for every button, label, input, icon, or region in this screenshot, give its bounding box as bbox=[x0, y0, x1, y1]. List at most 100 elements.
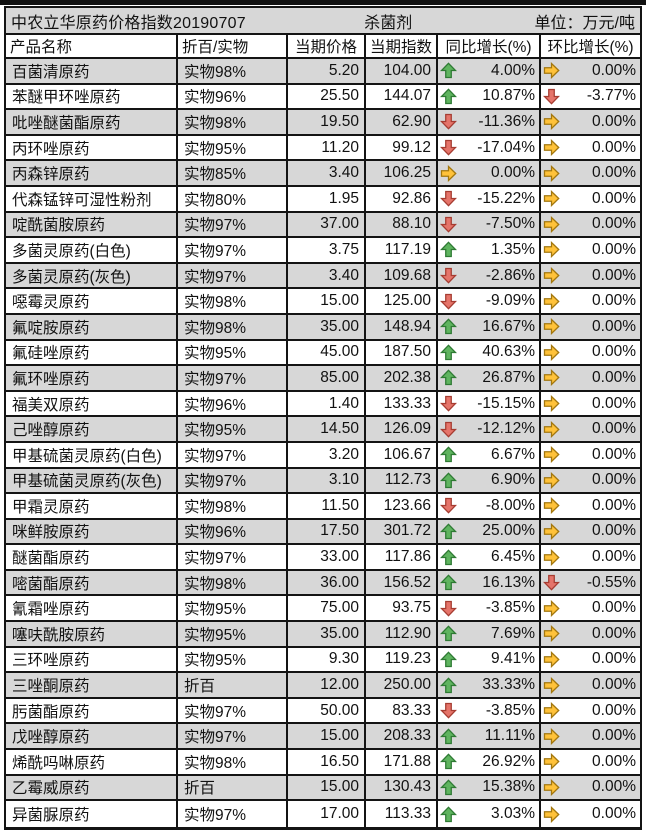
trend-down-icon bbox=[440, 113, 457, 131]
mom-value: 0.00% bbox=[592, 471, 636, 489]
product-name-cell: 氟啶胺原药 bbox=[6, 314, 178, 339]
yoy-cell: -17.04% bbox=[438, 135, 541, 160]
mom-cell: 0.00% bbox=[541, 443, 640, 467]
price-cell: 33.00 bbox=[288, 545, 366, 569]
yoy-cell: -15.22% bbox=[438, 186, 541, 211]
spec-cell: 实物97% bbox=[178, 238, 288, 262]
index-cell: 92.86 bbox=[366, 186, 438, 211]
trend-flat-icon bbox=[543, 522, 560, 540]
yoy-value: 6.67% bbox=[491, 445, 535, 463]
trend-down-icon bbox=[440, 600, 457, 617]
index-cell: 88.10 bbox=[366, 212, 438, 237]
yoy-value: 16.67% bbox=[482, 317, 535, 335]
table-row: 异菌脲原药 实物97% 17.00 113.33 3.03% 0.00% bbox=[6, 801, 640, 827]
trend-flat-icon bbox=[543, 318, 560, 336]
spec-cell: 实物97% bbox=[178, 698, 288, 723]
table-row: 氟环唑原药 实物97% 85.00 202.38 26.87% 0.00% bbox=[6, 366, 640, 392]
mom-value: 0.00% bbox=[592, 445, 636, 463]
yoy-cell: 9.41% bbox=[438, 647, 541, 672]
product-name-cell: 氰霜唑原药 bbox=[6, 596, 178, 621]
price-cell: 9.30 bbox=[288, 647, 366, 672]
yoy-value: -11.36% bbox=[478, 112, 535, 130]
table-row: 氟啶胺原药 实物98% 35.00 148.94 16.67% 0.00% bbox=[6, 314, 640, 341]
trend-down-icon bbox=[440, 139, 457, 156]
trend-flat-icon bbox=[543, 215, 560, 233]
price-cell: 15.00 bbox=[288, 775, 366, 800]
yoy-cell: 10.87% bbox=[438, 84, 541, 109]
spec-cell: 实物96% bbox=[178, 391, 288, 416]
mom-cell: -0.55% bbox=[541, 571, 640, 595]
yoy-cell: 26.92% bbox=[438, 750, 541, 774]
mom-value: 0.00% bbox=[592, 650, 636, 668]
spec-cell: 实物98% bbox=[178, 110, 288, 134]
price-cell: 75.00 bbox=[288, 596, 366, 621]
price-cell: 17.50 bbox=[288, 519, 366, 544]
product-name-cell: 乙霉威原药 bbox=[6, 775, 178, 800]
price-cell: 15.00 bbox=[288, 289, 366, 313]
mom-value: 0.00% bbox=[592, 61, 636, 79]
price-cell: 19.50 bbox=[288, 110, 366, 134]
trend-up-icon bbox=[440, 625, 457, 642]
trend-up-icon bbox=[440, 523, 457, 540]
mom-value: 0.00% bbox=[592, 343, 636, 361]
spec-cell: 实物98% bbox=[178, 494, 288, 518]
mom-cell: 0.00% bbox=[541, 238, 640, 262]
index-cell: 171.88 bbox=[366, 750, 438, 774]
mom-cell: -3.77% bbox=[541, 85, 640, 109]
table-row: 甲基硫菌灵原药(白色) 实物97% 3.20 106.67 6.67% 0.00… bbox=[6, 442, 640, 469]
price-cell: 17.00 bbox=[288, 801, 366, 827]
trend-up-icon bbox=[440, 728, 457, 745]
trend-up-icon bbox=[440, 805, 457, 823]
yoy-cell: 7.69% bbox=[438, 622, 541, 646]
trend-up-icon bbox=[440, 651, 457, 668]
product-name-cell: 吡唑醚菌酯原药 bbox=[6, 110, 178, 134]
mom-value: 0.00% bbox=[592, 112, 636, 130]
spec-cell: 实物97% bbox=[178, 263, 288, 288]
index-cell: 119.23 bbox=[366, 647, 438, 672]
trend-flat-icon bbox=[543, 676, 560, 694]
yoy-cell: -8.00% bbox=[438, 494, 541, 518]
yoy-value: 11.11% bbox=[484, 727, 535, 745]
trend-flat-icon bbox=[543, 650, 560, 668]
trend-down-icon bbox=[440, 293, 457, 310]
mom-value: 0.00% bbox=[592, 701, 636, 719]
trend-flat-icon bbox=[543, 241, 560, 259]
product-name-cell: 嘧菌酯原药 bbox=[6, 570, 178, 595]
trend-flat-icon bbox=[543, 164, 560, 182]
mom-cell: 0.00% bbox=[541, 187, 640, 211]
trend-up-icon bbox=[440, 62, 457, 79]
yoy-value: 16.13% bbox=[482, 573, 535, 591]
table-row: 噻呋酰胺原药 实物95% 35.00 112.90 7.69% 0.00% bbox=[6, 622, 640, 648]
yoy-value: -15.22% bbox=[477, 189, 535, 207]
trend-flat-icon bbox=[543, 62, 560, 80]
yoy-value: -9.09% bbox=[485, 292, 535, 310]
trend-flat-icon bbox=[543, 599, 560, 617]
table-row: 丙环唑原药 实物95% 11.20 99.12 -17.04% 0.00% bbox=[6, 135, 640, 162]
trend-up-icon bbox=[440, 676, 457, 694]
price-cell: 12.00 bbox=[288, 673, 366, 697]
table-row: 百菌清原药 实物98% 5.20 104.00 4.00% 0.00% bbox=[6, 59, 640, 85]
mom-cell: 0.00% bbox=[541, 648, 640, 672]
yoy-value: 9.41% bbox=[491, 650, 535, 668]
mom-cell: 0.00% bbox=[541, 110, 640, 134]
spec-cell: 实物97% bbox=[178, 545, 288, 569]
table-row: 丙森锌原药 实物85% 3.40 106.25 0.00% 0.00% bbox=[6, 161, 640, 187]
mom-value: 0.00% bbox=[592, 317, 636, 335]
price-cell: 1.40 bbox=[288, 391, 366, 416]
mom-cell: 0.00% bbox=[541, 673, 640, 697]
yoy-cell: 1.35% bbox=[438, 238, 541, 262]
yoy-cell: 3.03% bbox=[438, 801, 541, 827]
price-cell: 25.50 bbox=[288, 84, 366, 109]
mom-value: 0.00% bbox=[592, 189, 636, 207]
table-row: 多菌灵原药(灰色) 实物97% 3.40 109.68 -2.86% 0.00% bbox=[6, 263, 640, 290]
price-cell: 5.20 bbox=[288, 59, 366, 83]
spec-cell: 实物97% bbox=[178, 468, 288, 493]
table-row: 烯酰吗啉原药 实物98% 16.50 171.88 26.92% 0.00% bbox=[6, 750, 640, 776]
yoy-cell: 33.33% bbox=[438, 673, 541, 697]
yoy-value: 3.03% bbox=[491, 805, 535, 823]
trend-flat-icon bbox=[543, 420, 560, 438]
index-cell: 301.72 bbox=[366, 519, 438, 544]
yoy-value: 4.00% bbox=[491, 61, 535, 79]
yoy-cell: -9.09% bbox=[438, 289, 541, 313]
trend-up-icon bbox=[440, 446, 457, 463]
